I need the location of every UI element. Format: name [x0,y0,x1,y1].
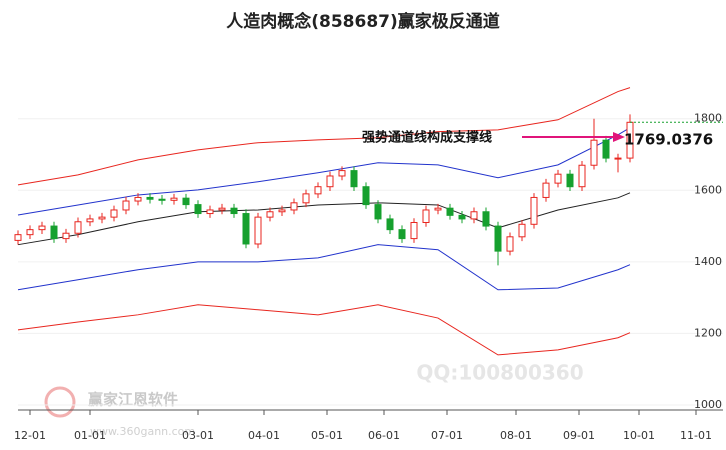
candle-body [254,216,262,245]
candle-body [386,218,394,231]
logo [44,386,76,418]
candle-body [182,197,190,206]
candle-body [266,211,274,218]
candle-body [362,186,370,206]
chart-title: 人造肉概念(858687)赢家极反通道 [226,11,500,32]
candle-body [218,207,226,211]
watermark: 赢家江恩软件 [88,391,178,409]
candle-body [530,196,538,225]
arrow-head [613,132,625,142]
candle-body [410,221,418,240]
candle-body [14,234,22,241]
annotation-value: 1769.0376 [624,131,713,149]
candle-body [158,198,166,201]
channel-line [17,304,631,356]
y-tick-label: 1000 [694,398,722,411]
candle-body [482,211,490,227]
x-tick-label: 04-01 [248,429,280,442]
candle-body [302,193,310,204]
candle-body [242,213,250,245]
x-tick-label: 01-01 [74,429,106,442]
candle-body [614,157,622,160]
x-tick-label: 08-01 [500,429,532,442]
candle-body [98,216,106,220]
candle-body [578,164,586,188]
y-tick-label: 1600 [694,183,722,196]
candle-body [146,196,154,200]
candle-body [602,139,610,159]
candle-body [230,207,238,215]
candle-body [110,209,118,218]
candle-body [314,186,322,195]
candle-body [566,173,574,188]
candle-body [74,221,82,234]
candle-body [290,202,298,211]
watermark: QQ:100800360 [416,361,583,385]
candle-body [422,209,430,223]
candle-body [326,175,334,188]
candle-body [26,229,34,236]
channel-line [17,244,631,291]
candle-body [506,236,514,252]
candle-body [86,218,94,223]
candle-body [590,139,598,166]
candle-body [38,225,46,231]
x-tick-label: 12-01 [14,429,46,442]
x-tick-label: 11-01 [680,429,712,442]
candle-body [170,197,178,201]
channel-line [17,127,631,216]
candle-body [122,200,130,211]
x-tick-label: 10-01 [623,429,655,442]
candle-body [458,214,466,220]
annotation: 强势通道线构成支撑线 [362,130,492,146]
candle-body [62,232,70,240]
candle-body [518,223,526,238]
candle-body [554,173,562,184]
candle-body [134,196,142,202]
x-tick-label: 06-01 [368,429,400,442]
y-tick-label: 1400 [694,255,722,268]
channel-line [17,192,631,246]
x-tick-label: 07-01 [431,429,463,442]
candle-body [50,225,58,240]
x-tick-label: 03-01 [182,429,214,442]
candle-body [194,204,202,215]
candle-body [446,207,454,216]
y-tick-label: 1200 [694,326,722,339]
candle-body [494,225,502,252]
candle-body [434,207,442,211]
candle-body [542,182,550,198]
candle-body [278,209,286,213]
candle-body [398,229,406,240]
watermark: www.360gann.com [90,425,195,438]
candle-body [206,209,214,215]
candle-body [338,170,346,177]
x-tick-label: 09-01 [563,429,595,442]
y-tick-label: 1800 [694,112,722,125]
x-tick-label: 05-01 [311,429,343,442]
candle-body [470,211,478,220]
candle-body [374,204,382,220]
channel-line [17,87,631,186]
candle-body [350,170,358,188]
